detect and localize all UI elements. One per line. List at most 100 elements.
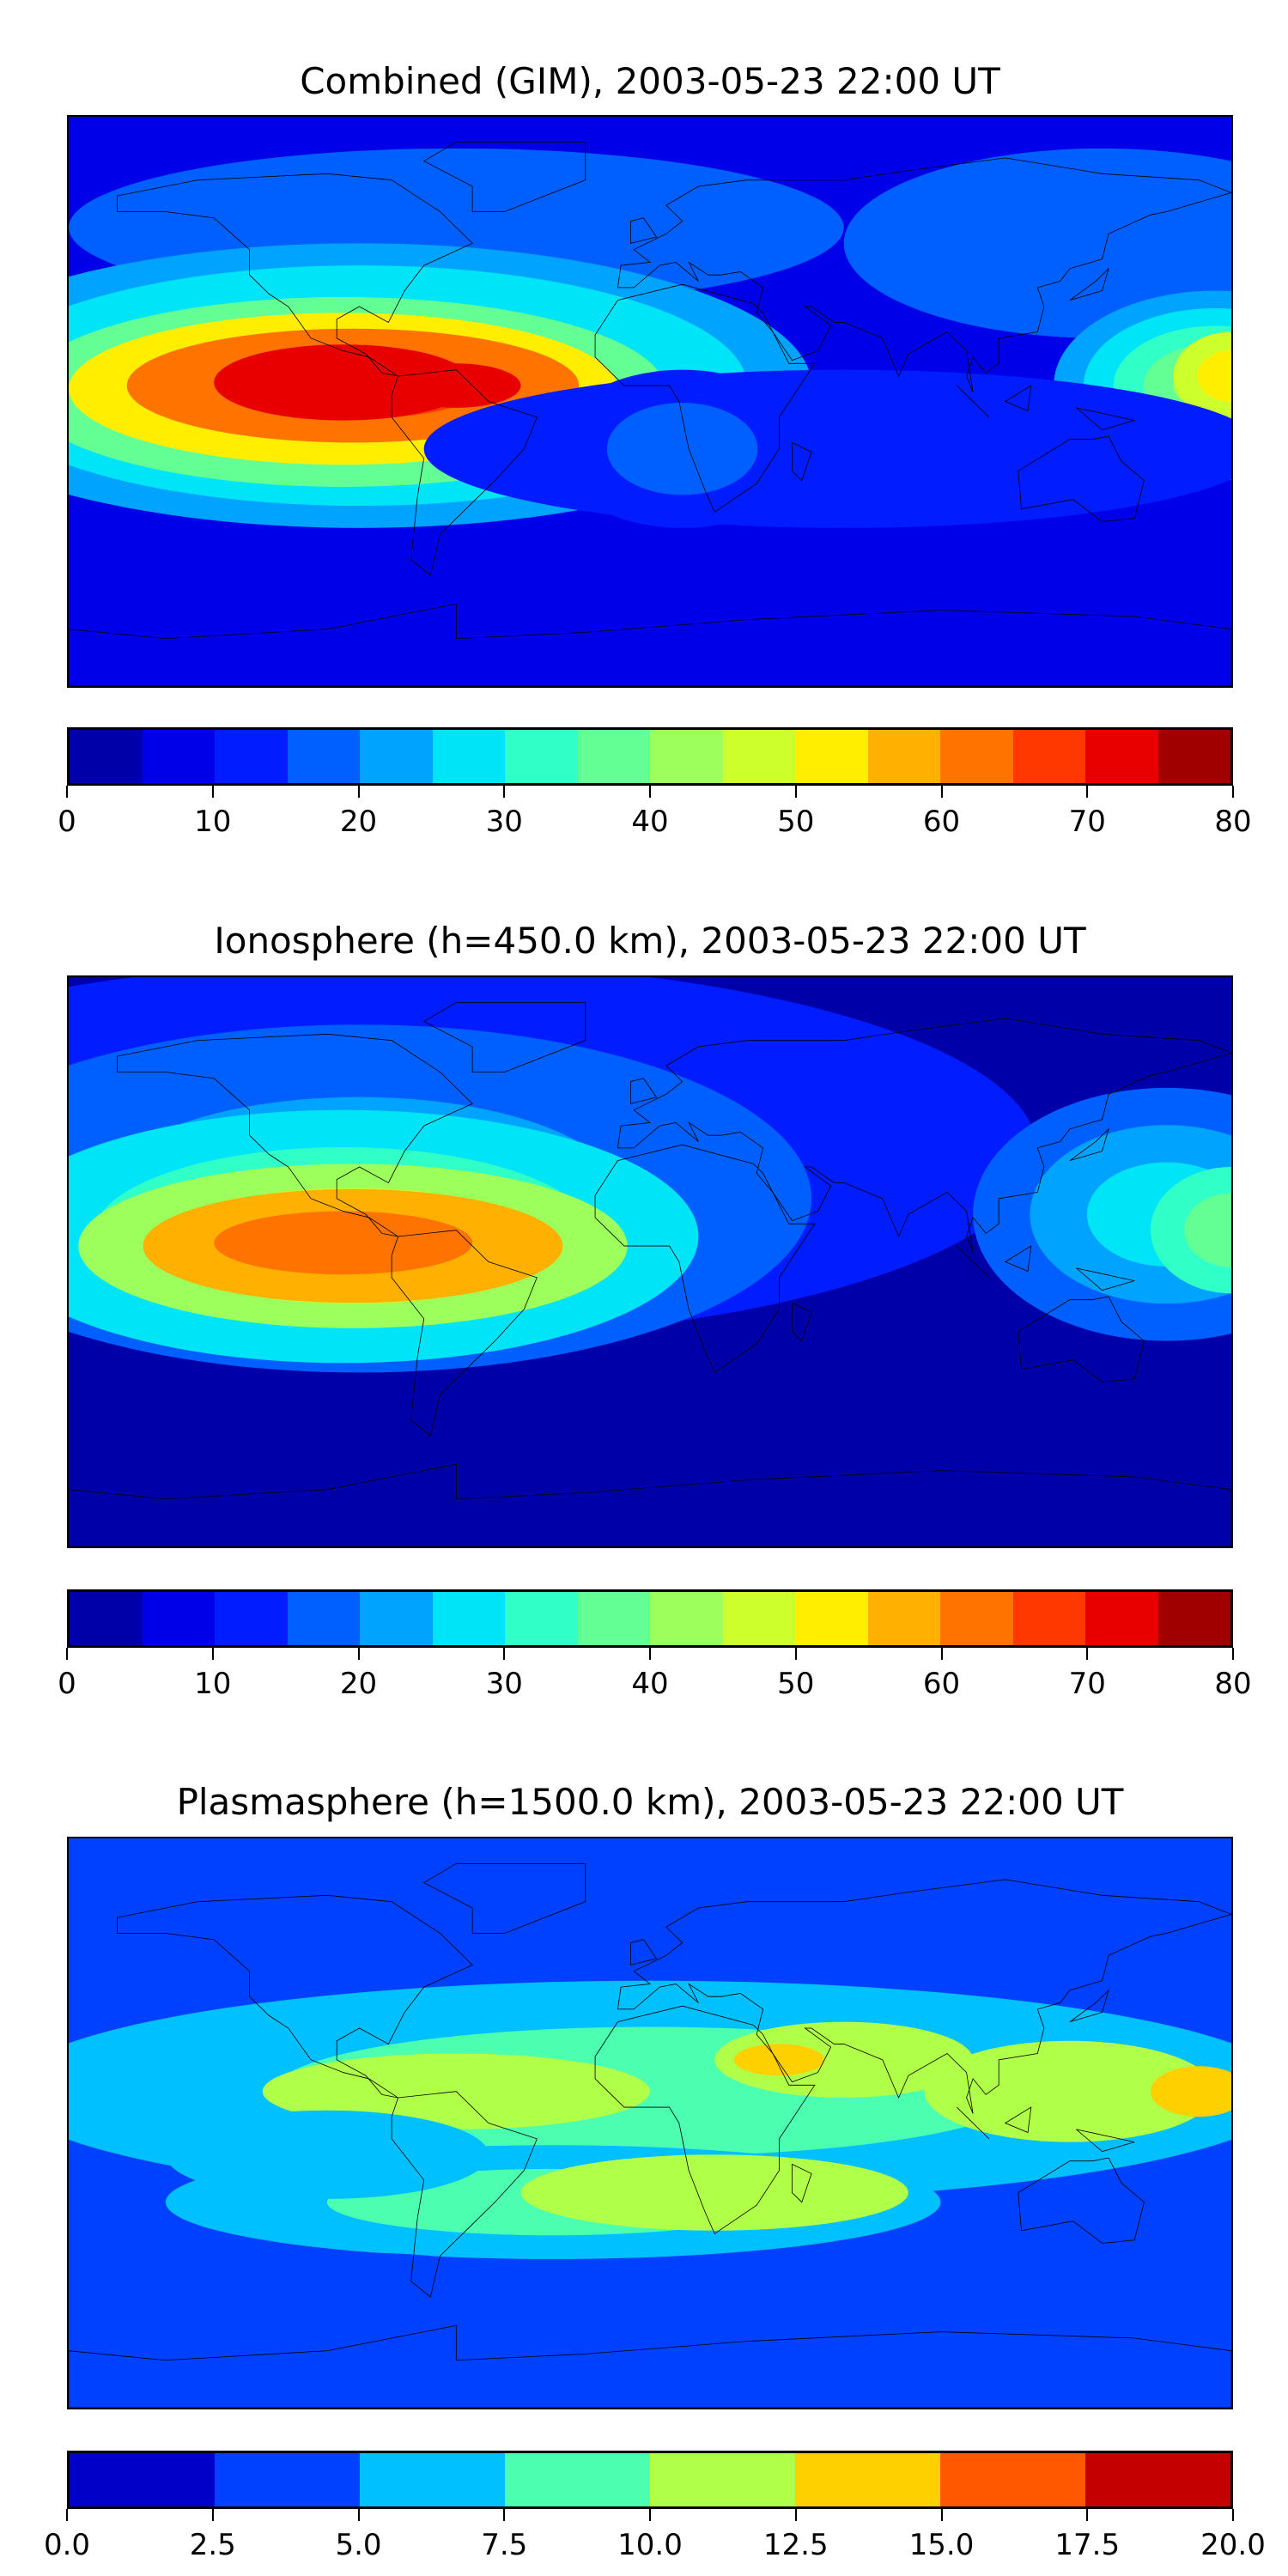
tick-label: 0: [58, 805, 76, 839]
colorbar-swatch: [1157, 730, 1230, 783]
contour-level: [214, 344, 473, 421]
coastline: [117, 1895, 472, 2098]
coastline: [595, 284, 815, 512]
colorbar-swatch: [215, 1592, 288, 1645]
coastline: [424, 142, 586, 211]
tick-label: 2.5: [189, 2528, 236, 2562]
coastline: [630, 1940, 656, 1965]
coastline: [69, 1464, 1231, 1546]
coastline: [1076, 408, 1134, 430]
contour-level: [1184, 1193, 1231, 1267]
tick-label: 50: [777, 1667, 815, 1701]
contour-level: [733, 2044, 825, 2076]
coastline: [792, 1303, 811, 1340]
colorbar-swatch: [795, 2453, 940, 2506]
coastline: [1005, 386, 1031, 410]
contour-level: [423, 369, 1231, 528]
coastline: [1076, 1268, 1134, 1291]
colorbar-ionosphere: [67, 1589, 1233, 1648]
coastline: [1070, 1990, 1109, 2022]
colorbar-swatch: [1157, 1592, 1230, 1645]
tick-mark: [1232, 1648, 1234, 1660]
coastline: [392, 370, 537, 575]
tick-label: 30: [485, 1667, 523, 1701]
colorbar-swatch: [142, 1592, 215, 1645]
tick-mark: [649, 1648, 651, 1660]
contour-level: [606, 403, 758, 495]
tick-label: 80: [1214, 805, 1252, 839]
colorbar-swatch: [1085, 1592, 1158, 1645]
contour-level: [714, 2021, 974, 2099]
colorbar-swatch: [650, 730, 723, 783]
tick-mark: [1232, 2509, 1234, 2521]
colorbar-swatch: [360, 1592, 433, 1645]
map-ionosphere: [67, 975, 1233, 1548]
map-combined: [67, 115, 1233, 688]
coastline: [630, 218, 656, 243]
contour-level: [214, 1211, 473, 1275]
coastline: [1018, 436, 1145, 521]
colorbar-swatch: [215, 2453, 360, 2506]
tick-mark: [1086, 786, 1089, 798]
tick-mark: [503, 2509, 506, 2521]
tick-label: 20.0: [1200, 2528, 1266, 2562]
tick-mark: [1232, 786, 1234, 798]
colorbar-swatch: [867, 730, 940, 783]
coastline: [69, 604, 1231, 686]
tick-label: 0: [58, 1667, 76, 1701]
tick-label: 5.0: [335, 2528, 382, 2562]
colorbar-swatch: [215, 730, 288, 783]
coastline: [1005, 2107, 1031, 2132]
coastline: [117, 173, 472, 376]
tick-mark: [211, 2509, 214, 2521]
coastline: [392, 2092, 537, 2297]
tick-label: 60: [922, 1667, 961, 1701]
tick-label: 17.5: [1054, 2528, 1121, 2562]
tick-label: 12.5: [762, 2528, 829, 2562]
contour-level: [520, 2154, 908, 2231]
colorbar-ticks-ionosphere: 0 10 20 30 40 50 60 70 80: [58, 1648, 1252, 1701]
tick-mark: [649, 2509, 651, 2521]
colorbar-swatch: [1085, 730, 1158, 783]
colorbar-swatch: [360, 2453, 505, 2506]
tick-label: 20: [339, 805, 378, 839]
coastline: [1070, 269, 1109, 301]
coastline: [1070, 1129, 1109, 1161]
coastline: [392, 1230, 537, 1436]
coastline: [630, 1078, 656, 1103]
colorbar-swatch: [867, 1592, 940, 1645]
colorbar-swatch: [722, 1592, 795, 1645]
colorbar-swatch: [505, 1592, 578, 1645]
colorbar-swatch: [722, 730, 795, 783]
colorbar-swatch: [1012, 730, 1085, 783]
coastline: [595, 2006, 815, 2233]
tick-label: 10.0: [617, 2528, 683, 2562]
tick-mark: [66, 2509, 68, 2521]
tick-mark: [940, 1648, 943, 1660]
coastline: [957, 386, 989, 417]
colorbar-swatch: [505, 730, 578, 783]
colorbar-swatch: [795, 730, 868, 783]
coastline: [792, 2164, 811, 2202]
colorbar-swatch: [505, 2453, 650, 2506]
tick-label: 10: [194, 805, 232, 839]
colorbar-swatch: [287, 730, 360, 783]
colorbar-swatch: [70, 730, 143, 783]
tick-mark: [1086, 1648, 1089, 1660]
colorbar-swatch: [70, 2453, 215, 2506]
colorbar-swatch: [360, 730, 433, 783]
map-svg: [69, 1838, 1231, 2408]
coastline: [957, 2107, 989, 2139]
contour-level: [165, 2252, 554, 2342]
colorbar-swatch: [432, 1592, 505, 1645]
coastline: [617, 158, 1231, 392]
tick-label: 20: [339, 1667, 378, 1701]
coastline: [617, 1018, 1231, 1253]
colorbar-swatch: [432, 730, 505, 783]
coastline: [424, 1863, 586, 1933]
tick-mark: [357, 1648, 360, 1660]
tick-mark: [503, 786, 506, 798]
colorbar-swatch: [940, 2453, 1085, 2506]
contour-level: [181, 1838, 408, 1934]
coastline: [1005, 1246, 1031, 1271]
